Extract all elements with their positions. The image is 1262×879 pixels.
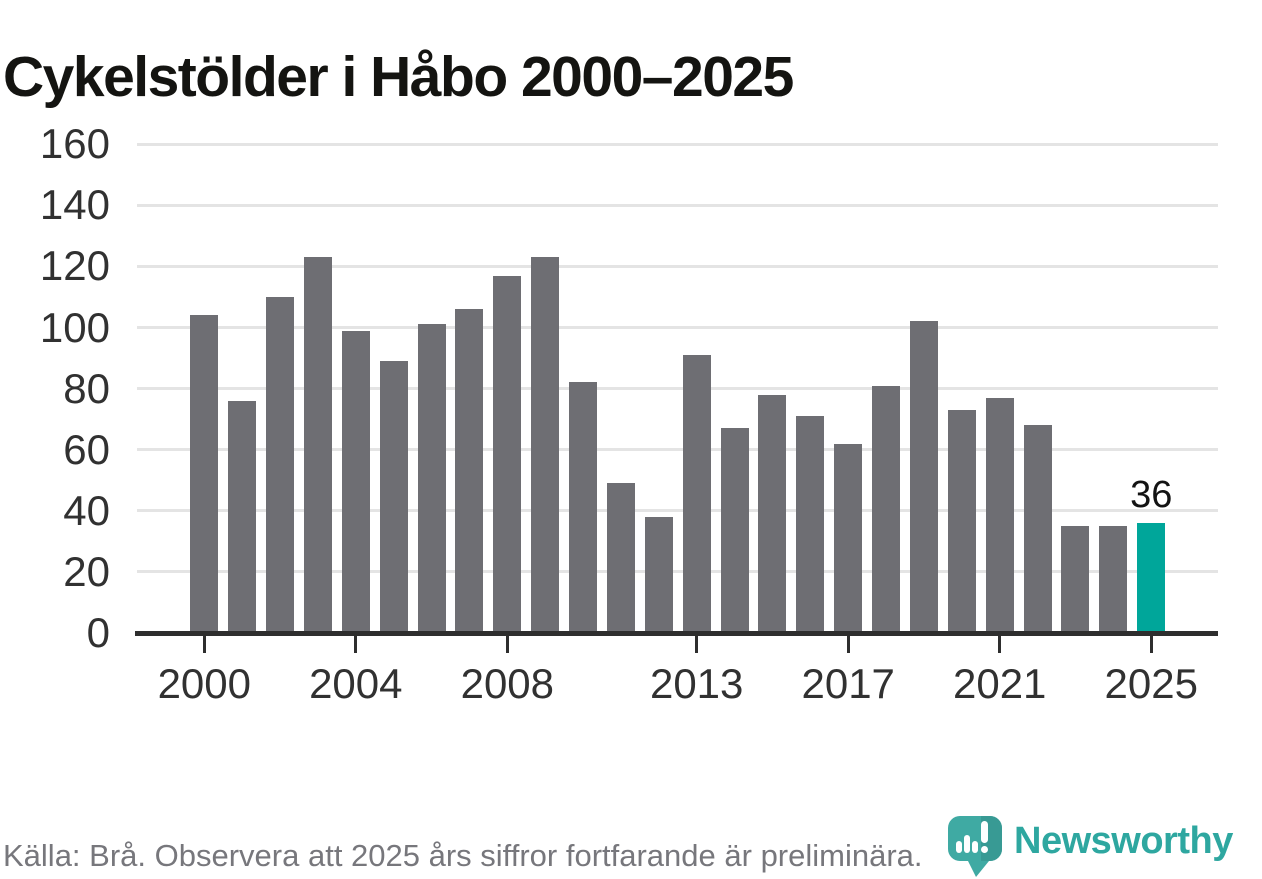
gridline-y80 bbox=[137, 387, 1218, 391]
x-axis-tick bbox=[1149, 636, 1153, 653]
newsworthy-pin-barchart-icon bbox=[948, 816, 1002, 877]
bar-2013 bbox=[682, 354, 711, 633]
bar-2015 bbox=[758, 394, 787, 633]
y-axis-label: 120 bbox=[39, 242, 110, 290]
x-axis-tick bbox=[354, 636, 358, 653]
gridline-y120 bbox=[137, 264, 1218, 268]
x-axis-tick bbox=[846, 636, 850, 653]
bar-2004 bbox=[341, 330, 370, 633]
x-axis-label: 2000 bbox=[157, 660, 252, 707]
x-axis-label: 2008 bbox=[460, 660, 555, 707]
bar-2017 bbox=[834, 443, 863, 633]
x-axis-tick bbox=[505, 636, 509, 653]
bar-2002 bbox=[266, 296, 295, 633]
bar-2003 bbox=[303, 257, 332, 633]
y-axis-label: 80 bbox=[63, 364, 110, 412]
y-axis-label: 0 bbox=[86, 609, 110, 657]
gridline-y160 bbox=[137, 142, 1218, 146]
bar-2012 bbox=[644, 516, 673, 633]
source-note: Källa: Brå. Observera att 2025 års siffr… bbox=[3, 838, 923, 873]
bar-2020 bbox=[947, 409, 976, 633]
bar-2001 bbox=[228, 400, 257, 633]
bar-2008 bbox=[493, 275, 522, 633]
newsworthy-logo-text: Newsworthy bbox=[1014, 820, 1233, 862]
bar-2016 bbox=[796, 416, 825, 633]
bar-2025 bbox=[1137, 523, 1166, 633]
y-axis-label: 140 bbox=[39, 181, 110, 229]
bar-2007 bbox=[455, 309, 484, 633]
y-axis-label: 40 bbox=[63, 486, 110, 534]
gridline-y140 bbox=[137, 203, 1218, 207]
y-axis-label: 100 bbox=[39, 303, 110, 351]
y-axis-label: 20 bbox=[63, 548, 110, 596]
bar-2024 bbox=[1099, 526, 1128, 633]
gridline-y40 bbox=[137, 509, 1218, 513]
bar-2018 bbox=[872, 385, 901, 633]
bar-2014 bbox=[720, 428, 749, 633]
bar-2009 bbox=[531, 257, 560, 633]
x-axis-label: 2004 bbox=[309, 660, 403, 707]
x-axis-tick bbox=[202, 636, 206, 653]
bar-2023 bbox=[1061, 526, 1090, 633]
x-axis-tick bbox=[695, 636, 699, 653]
x-axis-tick bbox=[998, 636, 1002, 653]
gridline-y20 bbox=[137, 570, 1218, 574]
bar-2000 bbox=[190, 315, 219, 633]
bar-2010 bbox=[569, 382, 598, 633]
newsworthy-logo: Newsworthy bbox=[948, 812, 1262, 878]
x-axis-label: 2025 bbox=[1104, 660, 1198, 707]
bar-2006 bbox=[417, 324, 446, 633]
gridline-y60 bbox=[137, 448, 1218, 452]
y-axis-label: 160 bbox=[39, 120, 110, 168]
x-axis-label: 2021 bbox=[952, 660, 1047, 707]
bar-2021 bbox=[985, 397, 1014, 633]
highlight-value-label: 36 bbox=[1130, 474, 1173, 517]
x-axis-line bbox=[135, 631, 1218, 636]
y-axis-label: 60 bbox=[63, 425, 110, 473]
bar-2022 bbox=[1023, 425, 1052, 633]
bar-2011 bbox=[606, 483, 635, 633]
bar-2019 bbox=[909, 321, 938, 633]
chart-title: Cykelstölder i Håbo 2000–2025 bbox=[3, 45, 794, 110]
bar-2005 bbox=[379, 361, 408, 633]
gridline-y100 bbox=[137, 326, 1218, 329]
x-axis-label: 2017 bbox=[801, 660, 895, 707]
x-axis-label: 2013 bbox=[649, 660, 744, 707]
